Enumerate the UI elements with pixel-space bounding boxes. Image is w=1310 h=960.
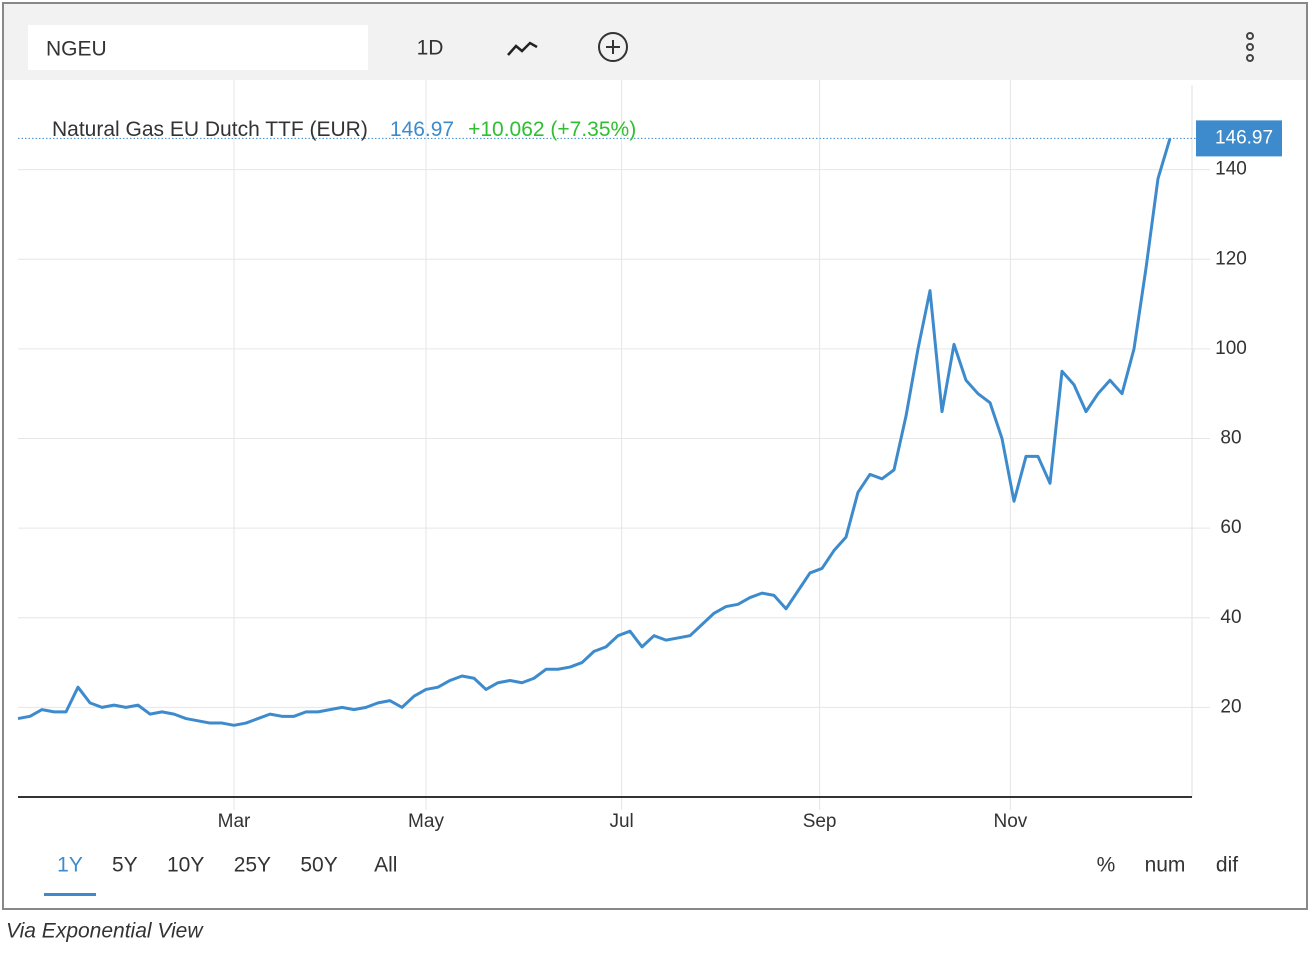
menu-icon[interactable]: [1246, 32, 1254, 62]
mode-button[interactable]: num: [1145, 854, 1186, 877]
y-tick-label: 60: [1220, 517, 1241, 538]
x-tick-label: Jul: [609, 811, 633, 832]
symbol-input[interactable]: [28, 25, 368, 70]
dot: [1246, 43, 1254, 51]
dot: [1246, 54, 1254, 62]
legend-title: Natural Gas EU Dutch TTF (EUR): [52, 118, 368, 141]
interval[interactable]: 1D: [417, 37, 444, 60]
y-tick-label: 120: [1215, 248, 1247, 269]
range-button[interactable]: 1Y: [57, 854, 83, 877]
range-button[interactable]: 25Y: [234, 854, 271, 877]
legend-change: +10.062 (+7.35%): [468, 118, 636, 141]
y-tick-label: 140: [1215, 159, 1247, 180]
symbol: NGEU: [46, 38, 107, 61]
last-value-label: 146.97: [1215, 127, 1273, 148]
x-tick-label: May: [408, 811, 444, 832]
chart-type-icon[interactable]: [507, 41, 538, 56]
x-tick-label: Nov: [994, 811, 1028, 832]
y-tick-label: 20: [1220, 696, 1241, 717]
x-tick-label: Mar: [218, 811, 251, 832]
mode-button[interactable]: %: [1097, 854, 1116, 877]
frame: [2, 2, 1308, 910]
legend: Natural Gas EU Dutch TTF (EUR) 146.97 +10.…: [52, 118, 636, 141]
y-tick-label: 100: [1215, 338, 1247, 359]
add-icon[interactable]: [598, 32, 628, 62]
x-tick-label: Sep: [803, 811, 837, 832]
y-tick-label: 80: [1220, 428, 1241, 449]
dot: [1246, 32, 1254, 40]
range-button[interactable]: 10Y: [167, 854, 204, 877]
range-underline: [44, 893, 96, 896]
caption: Via Exponential View: [6, 920, 204, 943]
y-tick-label: 40: [1220, 607, 1241, 628]
range-button[interactable]: 5Y: [112, 854, 138, 877]
series-line: [17, 137, 1172, 727]
mode-button[interactable]: dif: [1216, 854, 1238, 877]
last-value-tag: [1196, 120, 1282, 157]
range-button[interactable]: 50Y: [300, 854, 337, 877]
add-circle: [598, 32, 628, 62]
range-button[interactable]: All: [374, 854, 397, 877]
legend-value: 146.97: [390, 118, 454, 141]
